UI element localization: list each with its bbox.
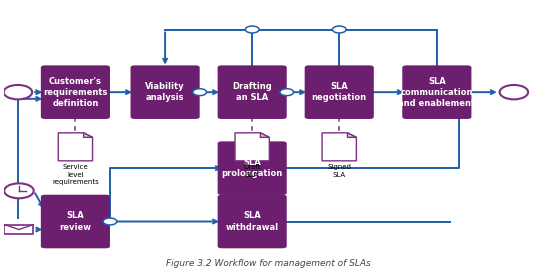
Text: Figure 3.2 Workflow for management of SLAs: Figure 3.2 Workflow for management of SL… <box>166 259 370 268</box>
Circle shape <box>332 26 346 33</box>
Text: SLA
negotiation: SLA negotiation <box>311 82 367 102</box>
Text: SLA
communication
and enablement: SLA communication and enablement <box>398 76 475 108</box>
FancyBboxPatch shape <box>4 225 33 234</box>
Circle shape <box>103 218 117 225</box>
FancyBboxPatch shape <box>218 141 287 195</box>
Text: SLA
withdrawal: SLA withdrawal <box>226 211 279 232</box>
Polygon shape <box>322 133 356 161</box>
FancyBboxPatch shape <box>41 65 110 119</box>
FancyBboxPatch shape <box>403 65 472 119</box>
Circle shape <box>4 183 34 198</box>
Text: Draft
SLA: Draft SLA <box>243 164 261 178</box>
Circle shape <box>4 85 32 99</box>
Text: Customer's
requirements
definition: Customer's requirements definition <box>43 76 108 108</box>
FancyBboxPatch shape <box>304 65 374 119</box>
FancyBboxPatch shape <box>218 195 287 248</box>
FancyBboxPatch shape <box>131 65 200 119</box>
Text: Signed
SLA: Signed SLA <box>327 164 351 178</box>
Polygon shape <box>235 133 269 161</box>
Circle shape <box>280 89 294 96</box>
Text: Drafting
an SLA: Drafting an SLA <box>232 82 272 102</box>
Text: Viability
analysis: Viability analysis <box>145 82 185 102</box>
Circle shape <box>500 85 528 99</box>
FancyBboxPatch shape <box>41 195 110 248</box>
Circle shape <box>193 89 206 96</box>
Polygon shape <box>58 133 93 161</box>
Circle shape <box>245 26 259 33</box>
FancyBboxPatch shape <box>218 65 287 119</box>
Text: SLA
review: SLA review <box>59 211 92 232</box>
Polygon shape <box>84 133 93 138</box>
Polygon shape <box>260 133 269 138</box>
Polygon shape <box>347 133 356 138</box>
Text: SLA
prolongation: SLA prolongation <box>221 158 283 178</box>
Text: Service
level
requirements: Service level requirements <box>52 164 99 185</box>
